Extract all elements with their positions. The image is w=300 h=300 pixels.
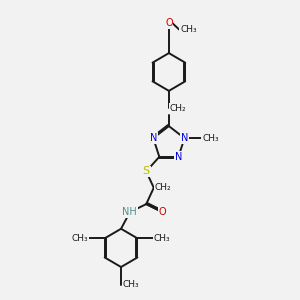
Text: NH: NH bbox=[122, 207, 137, 217]
Text: CH₃: CH₃ bbox=[122, 280, 139, 289]
Text: CH₃: CH₃ bbox=[202, 134, 219, 143]
Text: O: O bbox=[165, 18, 173, 28]
Text: CH₃: CH₃ bbox=[72, 234, 88, 243]
Text: N: N bbox=[181, 133, 188, 143]
Text: N: N bbox=[150, 133, 157, 143]
Text: S: S bbox=[143, 167, 150, 176]
Text: CH₂: CH₂ bbox=[169, 104, 186, 113]
Text: CH₃: CH₃ bbox=[180, 26, 197, 34]
Text: N: N bbox=[175, 152, 182, 162]
Text: CH₃: CH₃ bbox=[154, 234, 170, 243]
Text: CH₂: CH₂ bbox=[154, 183, 171, 192]
Text: O: O bbox=[159, 207, 167, 217]
